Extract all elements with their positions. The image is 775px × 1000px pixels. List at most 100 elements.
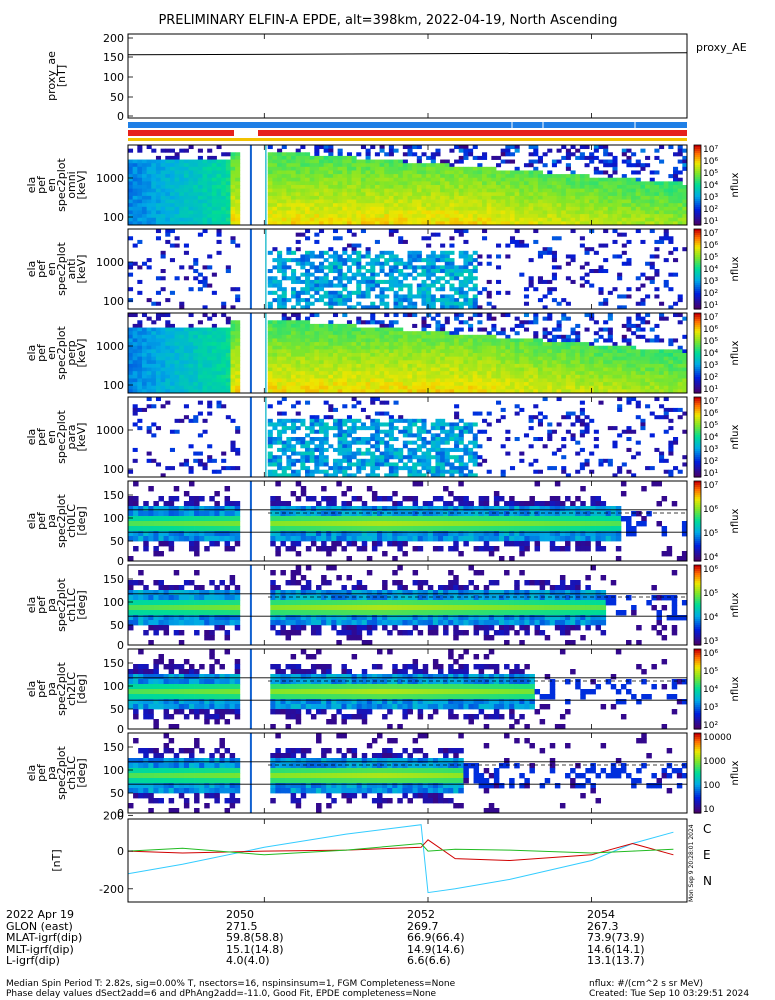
spectrogram-cell [454,360,460,365]
spectrogram-cell [291,385,297,390]
spectrogram-cell [146,382,152,387]
spectrogram-cell [323,170,329,175]
spectrogram-cell [505,349,511,354]
spectrogram-cell [141,378,148,383]
spectrogram-cell [305,250,311,255]
spectrogram-cell [337,371,343,376]
spectrogram-cell [454,356,460,361]
spectrogram-cell [151,170,157,175]
spectrogram-cell [579,349,585,354]
spectrogram-cell [295,232,301,237]
spectrogram-cell [426,298,432,303]
spectrogram-cell [607,382,613,387]
spectrogram-cell [165,334,171,339]
spectrogram-cell [197,166,203,171]
spectrogram-cell [575,181,581,186]
spectrogram-cell [193,378,199,383]
spectrogram-cell [193,258,199,263]
spectrogram-cell [356,177,362,182]
spectrogram-cell [645,338,651,343]
spectrogram-cell [281,276,287,281]
spectrogram-cell [281,217,287,222]
spectrogram-cell [146,195,152,200]
spectrogram-cell [482,327,488,332]
spectrogram-cell [458,217,464,222]
spectrogram-cell [183,163,189,168]
spectrogram-cell [384,221,390,226]
colorbar-cell [694,187,701,190]
spectrogram-cell [318,367,325,372]
spectrogram-cell [342,203,348,208]
spectrogram-cell [551,221,557,226]
spectrogram-cell [272,356,278,361]
spectrogram-cell [565,349,571,354]
spectrogram-cell [286,363,292,368]
spectrogram-cell [635,374,641,379]
spectrogram-cell [207,188,213,193]
spectrogram-cell [491,166,497,171]
spectrogram-cell [318,323,325,328]
spectrogram-cell [589,371,595,376]
spectrogram-cell [267,279,273,284]
spectrogram-cell [402,166,408,171]
spectrogram-cell [626,185,632,190]
spectrogram-cell [286,192,292,197]
spectrogram-cell [482,382,488,387]
spectrogram-cell [174,155,180,160]
spectrogram-cell [617,214,623,219]
spectrogram-cell [346,166,352,171]
spectrogram-cell [589,181,595,186]
spectrogram-cell [295,385,301,390]
spectrogram-cell [295,323,301,328]
spectrogram-cell [551,345,557,350]
colorbar-cell [694,169,701,172]
spectrogram-cell [272,371,278,376]
spectrogram-cell [393,279,399,284]
spectrogram-cell [393,159,399,164]
spectrogram-cell [155,206,162,211]
spectrogram-cell [617,177,623,182]
spectrogram-cell [146,374,152,379]
spectrogram-cell [626,221,632,226]
spectrogram-cell [300,360,306,365]
spectrogram-cell [561,155,567,160]
spectrogram-cell [384,166,390,171]
spectrogram-cell [617,367,623,372]
spectrogram-cell [207,174,213,179]
spectrogram-cell [659,239,665,244]
spectrogram-cell [579,185,585,190]
spectrogram-cell [137,382,143,387]
colorbar-cell [694,299,701,302]
spectrogram-cell [593,250,599,255]
spectrogram-cell [533,210,539,215]
spectrogram-cell [393,261,399,266]
spectrogram-cell [584,371,590,376]
spectrogram-cell [314,345,320,350]
spectrogram-cell [211,188,217,193]
spectrogram-cell [174,349,180,354]
spectrogram-cell [137,185,143,190]
spectrogram-cell [318,338,325,343]
spectrogram-cell [621,185,627,190]
spectrogram-cell [472,298,478,303]
spectrogram-cell [235,371,241,376]
spectrogram-cell [318,269,325,274]
spectrogram-cell [421,217,427,222]
spectrogram-cell [509,203,516,208]
spectrogram-cell [472,181,478,186]
spectrogram-cell [398,221,404,226]
spectrogram-cell [663,214,669,219]
spectrogram-cell [230,159,236,164]
spectrogram-cell [160,287,166,292]
spectrogram-cell [216,349,222,354]
spectrogram-cell [547,199,553,204]
spectrogram-cell [537,353,543,358]
spectrogram-cell [202,313,208,318]
spectrogram-cell [402,210,408,215]
spectrogram-cell [626,356,632,361]
spectrogram-cell [384,294,390,299]
spectrogram-cell [277,363,283,368]
spectrogram-cell [612,345,618,350]
spectrogram-cell [281,145,287,150]
spectrogram-cell [472,313,478,318]
